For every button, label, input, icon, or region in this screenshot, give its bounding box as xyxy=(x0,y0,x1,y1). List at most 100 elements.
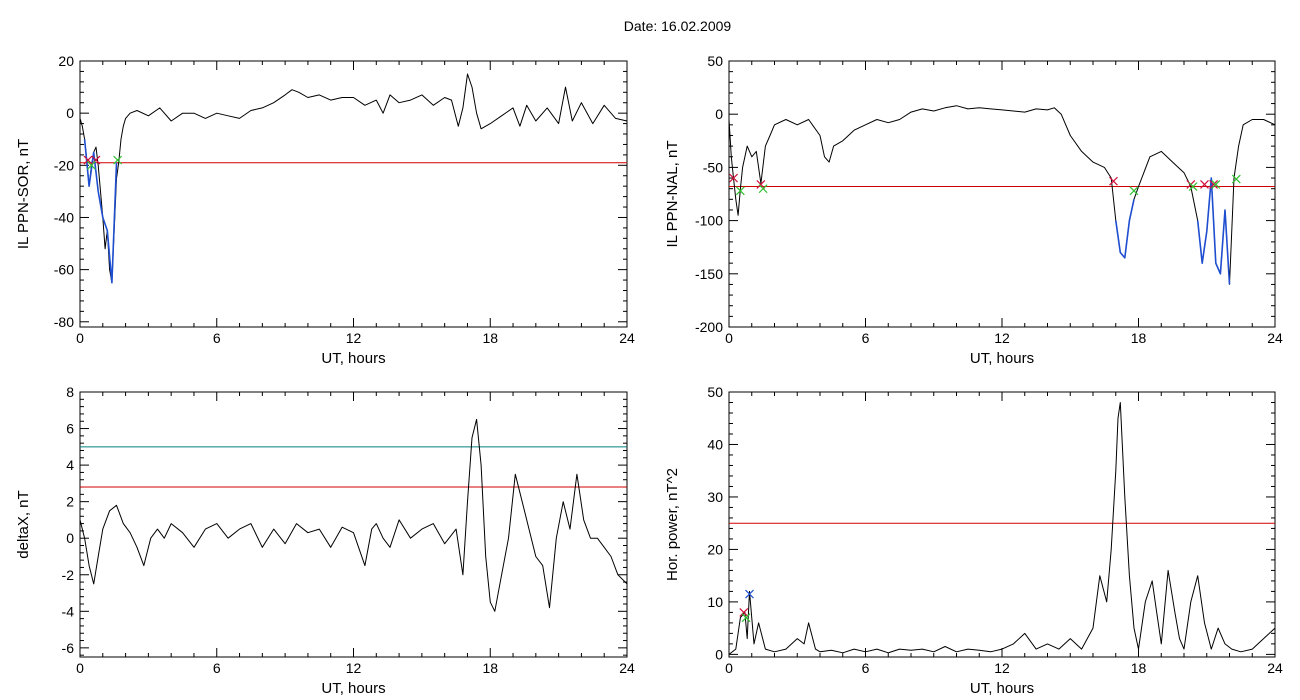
y-axis-title: deltaX, nT xyxy=(15,490,32,558)
marker-stroke xyxy=(739,607,749,617)
x-tick-label: 6 xyxy=(213,660,221,676)
y-tick-label: 10 xyxy=(707,594,723,610)
marker-stroke xyxy=(1209,179,1218,189)
marker-x-icon xyxy=(1109,176,1118,186)
marker-x-icon xyxy=(729,173,738,183)
y-tick-label: 40 xyxy=(707,436,723,452)
marker-stroke xyxy=(729,173,738,183)
marker-stroke xyxy=(756,179,766,189)
marker-x-icon xyxy=(86,160,96,170)
y-tick-label: 20 xyxy=(58,53,74,69)
data-trace xyxy=(79,73,628,284)
y-axis-title: Hor. power, nT^2 xyxy=(664,468,681,581)
plot-frame xyxy=(728,391,1276,658)
y-tick-label: 50 xyxy=(707,384,723,400)
x-tick-label: 12 xyxy=(994,660,1010,676)
marker-stroke xyxy=(113,155,123,165)
x-tick-label: 18 xyxy=(1131,660,1147,676)
event-segment xyxy=(1115,199,1135,259)
x-tick-label: 0 xyxy=(76,330,84,346)
marker-stroke xyxy=(1211,179,1221,189)
y-tick-label: -6 xyxy=(62,640,75,656)
marker-x-icon xyxy=(1231,174,1241,184)
y-tick-label: 0 xyxy=(66,105,74,121)
x-tick-label: 6 xyxy=(862,330,870,346)
x-tick-label: 24 xyxy=(1267,330,1283,346)
marker-x-icon xyxy=(735,186,745,196)
marker-stroke xyxy=(1200,179,1209,189)
marker-stroke xyxy=(758,184,768,194)
marker-x-icon xyxy=(739,607,749,617)
data-trace xyxy=(728,402,1276,655)
x-tick-label: 18 xyxy=(1131,330,1147,346)
y-tick-label: 30 xyxy=(707,489,723,505)
marker-x-icon xyxy=(1129,186,1139,196)
x-tick-label: 12 xyxy=(346,660,362,676)
y-axis-title: IL PPN-SOR, nT xyxy=(15,139,32,249)
y-tick-label: 4 xyxy=(66,457,74,473)
y-tick-label: 0 xyxy=(715,106,723,122)
x-tick-label: 24 xyxy=(619,660,635,676)
x-axis-title: UT, hours xyxy=(321,680,385,697)
x-tick-label: 6 xyxy=(862,660,870,676)
x-axis-title: UT, hours xyxy=(970,350,1034,367)
x-axis-title: UT, hours xyxy=(970,680,1034,697)
marker-stroke xyxy=(1231,174,1241,184)
x-tick-label: 18 xyxy=(482,660,498,676)
y-tick-label: -4 xyxy=(62,603,75,619)
y-tick-label: -200 xyxy=(695,319,723,335)
marker-stroke xyxy=(735,186,745,196)
marker-x-icon xyxy=(1200,179,1209,189)
y-tick-label: -60 xyxy=(54,262,74,278)
marker-stroke xyxy=(741,613,751,623)
x-tick-label: 12 xyxy=(994,330,1010,346)
marker-x-icon xyxy=(741,613,751,623)
plot-frame xyxy=(79,391,628,658)
y-tick-label: 0 xyxy=(66,530,74,546)
y-tick-label: 2 xyxy=(66,494,74,510)
y-tick-label: -150 xyxy=(695,266,723,282)
data-trace xyxy=(79,418,628,612)
y-tick-label: -20 xyxy=(54,157,74,173)
marker-x-icon xyxy=(83,155,93,165)
marker-stroke xyxy=(86,160,96,170)
marker-x-icon xyxy=(1209,179,1218,189)
x-tick-label: 0 xyxy=(725,330,733,346)
y-axis-title: IL PPN-NAL, nT xyxy=(664,141,681,248)
marker-stroke xyxy=(1129,186,1139,196)
x-tick-label: 12 xyxy=(346,330,362,346)
x-axis-title: UT, hours xyxy=(321,350,385,367)
x-tick-label: 0 xyxy=(725,660,733,676)
marker-x-icon xyxy=(113,155,123,165)
marker-stroke xyxy=(1109,176,1118,186)
data-trace xyxy=(728,105,1276,285)
marker-stroke xyxy=(83,155,93,165)
y-tick-label: -40 xyxy=(54,209,74,225)
x-tick-label: 18 xyxy=(482,330,498,346)
chart-panel-il-ppn-sor: 0 6 12 18 24 20 0 -20 -40 -60 -80 UT, hours IL PPN-S… xyxy=(15,53,635,367)
y-tick-label: -2 xyxy=(62,567,75,583)
x-tick-label: 24 xyxy=(1267,660,1283,676)
marker-x-icon xyxy=(1188,182,1198,191)
y-tick-label: 50 xyxy=(707,53,723,69)
x-tick-label: 6 xyxy=(213,330,221,346)
y-tick-label: -80 xyxy=(54,314,74,330)
marker-x-icon xyxy=(756,179,766,189)
marker-x-icon xyxy=(758,184,768,194)
marker-stroke xyxy=(1188,182,1198,191)
y-tick-label: -100 xyxy=(695,213,723,229)
y-tick-label: 20 xyxy=(707,541,723,557)
marker-stroke xyxy=(745,589,754,599)
y-tick-label: 6 xyxy=(66,421,74,437)
y-tick-label: 8 xyxy=(66,384,74,400)
y-tick-label: 0 xyxy=(715,646,723,662)
x-tick-label: 0 xyxy=(76,660,84,676)
plot-frame xyxy=(728,60,1276,328)
event-segment xyxy=(83,139,118,284)
chart-panel-il-ppn-nal: 0 6 12 18 24 50 0 -50 -100 -150 -200 UT, hours IL PP… xyxy=(664,53,1283,367)
figure-title: Date: 16.02.2009 xyxy=(623,18,732,34)
plot-frame xyxy=(79,60,628,328)
marker-x-icon xyxy=(745,589,754,599)
event-segment xyxy=(1196,177,1231,285)
